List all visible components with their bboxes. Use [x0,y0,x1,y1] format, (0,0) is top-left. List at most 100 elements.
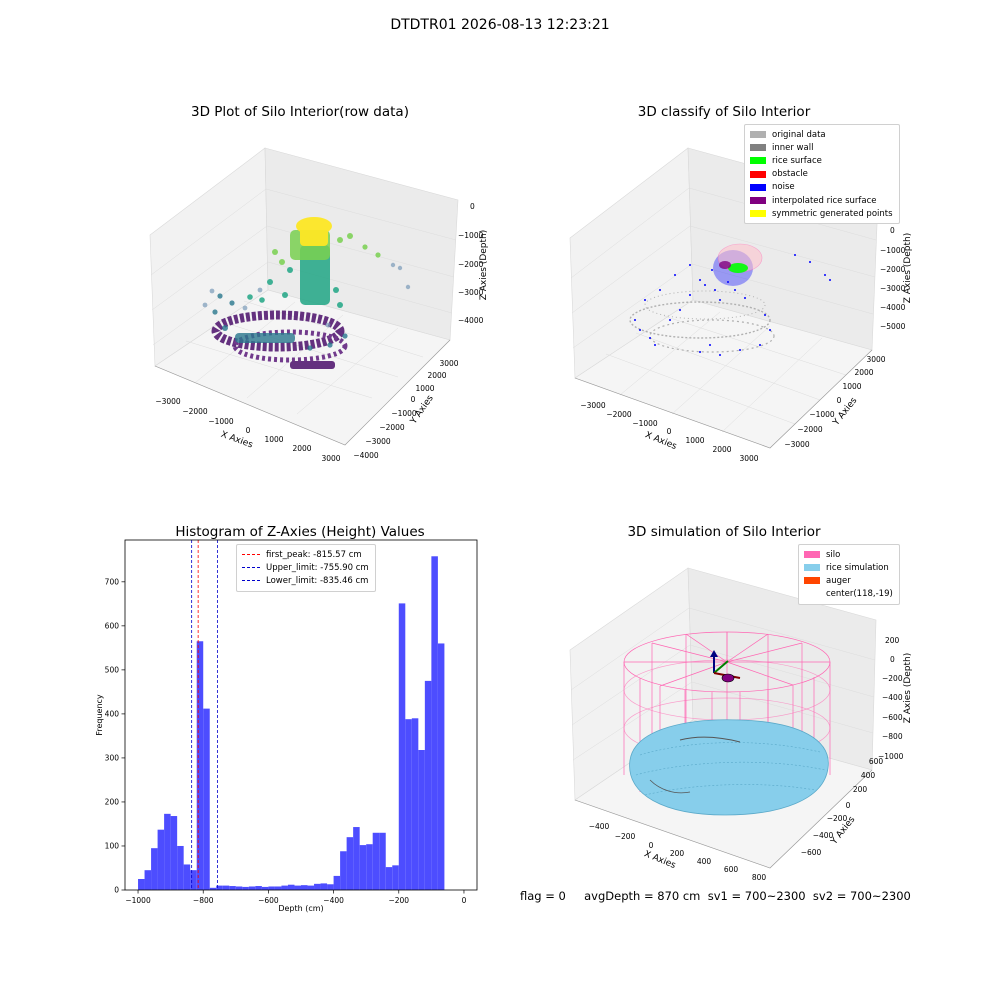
raw-ztick-3: −3000 [458,288,484,297]
raw-point-cloud [202,217,411,369]
histogram-bar [177,845,184,890]
histogram-bar [138,878,145,890]
classify-ztick-2: −2000 [880,265,906,274]
classify-tick-labels: −3000 −2000 −1000 0 1000 2000 3000 −3000… [580,226,905,463]
histogram-bar [196,641,204,890]
simulation-ztick-0: 200 [885,636,900,645]
legend-silo: silo [804,548,893,561]
green-swatch-icon [750,157,766,165]
classify-xtick-5: 2000 [712,445,731,454]
legend-silo-label: silo [826,549,841,560]
legend-interpolated: interpolated rice surface [750,194,893,207]
classify-x-axis-label: X Axies [643,430,678,452]
raw-ytick-7: 3000 [439,359,458,368]
histogram-title: Histogram of Z-Axies (Height) Values [175,524,425,540]
histogram-bar [248,886,256,890]
simulation-ytick-1: −400 [813,831,834,840]
histogram-bar [327,884,334,890]
raw-xtick-4: 1000 [264,435,283,444]
histogram-bar [268,886,275,890]
simulation-ytick-4: 200 [853,785,868,794]
legend-symmetric-label: symmetric generated points [772,208,893,219]
legend-noise-label: noise [772,182,795,193]
raw-tick-labels: −3000 −2000 −1000 0 1000 2000 3000 −4000… [155,202,483,463]
x-tick-label: −400 [323,896,344,905]
raw-ztick-1: −1000 [458,231,484,240]
histogram-bar [144,870,152,890]
histogram-axes: −1000 −800 −600 −400 −200 0 0 100 200 300 400 500 6… [95,539,478,913]
simulation-plot-title: 3D simulation of Silo Interior [627,524,821,540]
simulation-tick-labels: −400 −200 0 200 400 600 800 −600 −400 −2… [589,636,904,882]
histogram-bar [164,813,171,890]
raw-xtick-5: 2000 [292,444,311,453]
legend-lower-limit-label: Lower_limit: -835.46 cm [266,575,369,586]
histogram-bar [379,832,386,890]
classify-ytick-6: 3000 [866,355,885,364]
histogram-y-axis-label: Frequency [95,694,104,736]
dark-gray-swatch-icon [750,144,766,152]
raw-ytick-3: −1000 [391,409,417,418]
classify-ztick-5: −5000 [880,322,906,331]
legend-rice-surface: rice surface [750,154,893,167]
legend-rice-surface-label: rice surface [772,155,822,166]
legend-first-peak-label: first_peak: -815.57 cm [266,549,362,560]
legend-noise: noise [750,181,893,194]
simulation-ztick-1: 0 [890,655,895,664]
histogram-bar [437,643,445,890]
classify-legend: original data inner wall rice surface ob… [744,124,900,225]
histogram-bar [333,875,341,890]
legend-obstacle: obstacle [750,168,893,181]
histogram-bar [314,883,321,890]
classify-xtick-2: −1000 [632,419,658,428]
figure-title: DTDTR01 2026-08-13 12:23:21 [390,17,610,33]
y-tick-label: 200 [105,798,120,807]
legend-auger-label: auger [826,575,851,586]
histogram-x-axis-label: Depth (cm) [278,904,323,913]
simulation-xtick-4: 400 [697,857,712,866]
y-tick-label: 700 [105,577,120,586]
classify-ztick-4: −4000 [880,303,906,312]
y-tick-label: 100 [105,842,120,851]
yellow-swatch-icon [750,210,766,218]
histogram-bar [359,845,367,890]
gray-swatch-icon [750,131,766,139]
classify-ytick-0: −3000 [784,440,810,449]
auger-glyph [710,650,741,683]
histogram-legend: first_peak: -815.57 cm Upper_limit: -755… [236,544,376,592]
histogram-bar [255,886,262,890]
classify-ztick-0: 0 [890,226,895,235]
classify-ytick-4: 1000 [842,382,861,391]
legend-obstacle-label: obstacle [772,169,808,180]
raw-z-axis-label: Z Axies (Depth) [479,230,489,301]
raw-xtick-3: 0 [246,426,251,435]
simulation-ztick-3: −400 [882,693,903,702]
histogram-bar [261,886,269,890]
legend-rice-simulation-label: rice simulation [826,562,889,573]
raw-ytick-6: 2000 [427,371,446,380]
histogram-bar [320,883,328,890]
raw-ytick-2: −2000 [379,423,405,432]
legend-original-data: original data [750,128,893,141]
blank-swatch-icon [804,591,820,598]
histogram-bar [366,844,373,890]
classify-xtick-3: 0 [667,427,672,436]
classify-ytick-3: 0 [837,396,842,405]
status-footer: flag = 0 avgDepth = 870 cm sv1 = 700~230… [520,889,911,903]
blue-dash-icon [242,580,260,582]
y-tick-label: 500 [105,665,120,674]
histogram-bar [392,865,399,890]
histogram-bar [190,870,197,890]
pink-swatch-icon [804,551,820,559]
orange-swatch-icon [804,577,820,585]
classify-ytick-1: −2000 [797,425,823,434]
classify-xtick-0: −3000 [580,401,606,410]
histogram-bar [216,885,223,890]
histogram-bar [203,708,210,890]
legend-symmetric: symmetric generated points [750,207,893,220]
simulation-ytick-0: −600 [801,848,822,857]
legend-inner-wall: inner wall [750,141,893,154]
classify-y-axis-label: Y Axies [831,396,860,429]
simulation-ztick-2: −200 [882,674,903,683]
raw-ztick-4: −4000 [458,316,484,325]
raw-ytick-0: −4000 [353,451,379,460]
